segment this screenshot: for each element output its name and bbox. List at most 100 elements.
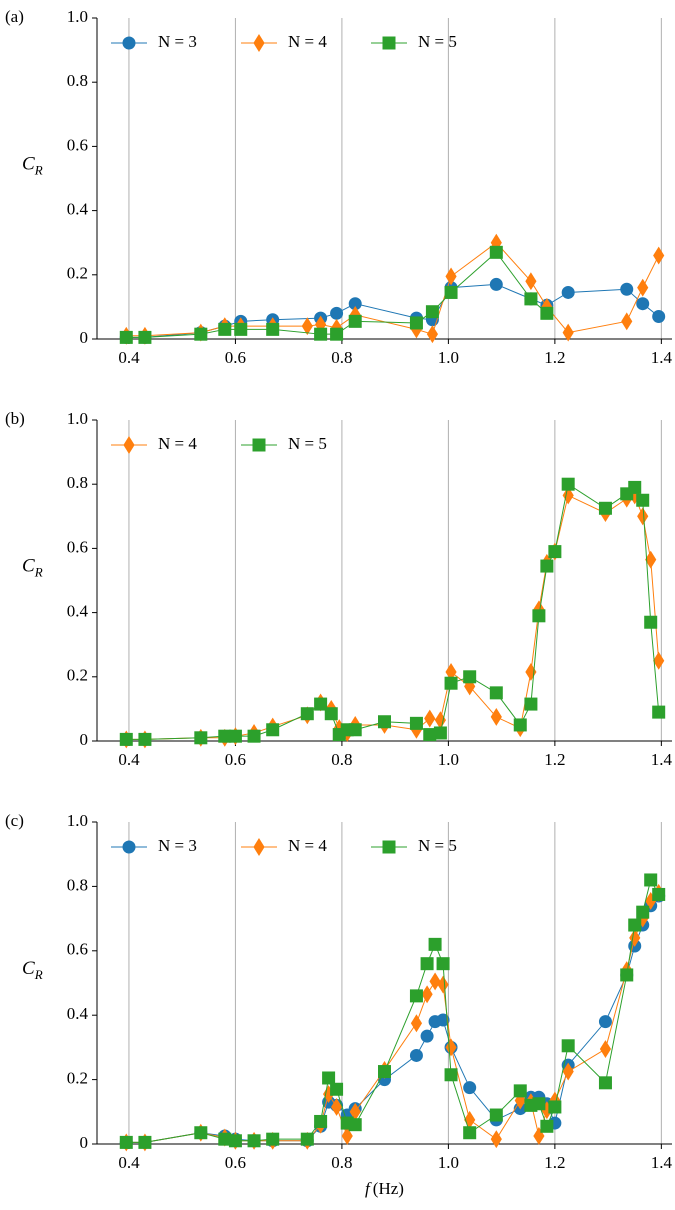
x-label-unit: (Hz) (373, 1179, 404, 1198)
data-point (628, 918, 642, 932)
series-line (126, 895, 660, 1143)
legend-marker (122, 840, 136, 854)
data-point (621, 312, 633, 331)
data-point (464, 1110, 476, 1129)
legend-label: N = 4 (288, 836, 327, 855)
y-label: CR (22, 154, 43, 178)
y-label-symbol: C (22, 958, 35, 979)
data-point (330, 1098, 343, 1116)
data-point (300, 707, 314, 721)
data-point (489, 1108, 503, 1122)
data-point (228, 729, 242, 743)
data-point (463, 1081, 477, 1095)
data-point (444, 1068, 458, 1082)
data-point (425, 305, 439, 319)
data-point (348, 723, 362, 737)
data-point (525, 272, 537, 291)
legend-label: N = 4 (158, 434, 197, 453)
series-line (126, 892, 660, 1143)
data-point (644, 873, 658, 887)
data-point (424, 709, 436, 728)
data-point (119, 732, 133, 746)
data-point (437, 975, 449, 994)
y-tick-label: 0.8 (67, 875, 88, 894)
data-point (266, 723, 280, 737)
data-point (429, 972, 441, 991)
data-point (330, 327, 344, 341)
data-point (138, 732, 152, 746)
data-point (653, 651, 665, 670)
y-tick-label: 0.4 (67, 1004, 89, 1023)
data-point (532, 609, 546, 623)
data-point (138, 330, 152, 344)
data-point (324, 707, 338, 721)
data-point (266, 322, 280, 336)
data-point (420, 1029, 434, 1043)
data-point (194, 731, 208, 745)
data-point (561, 1039, 575, 1053)
data-point (644, 615, 658, 629)
data-point (410, 1014, 423, 1033)
data-point (119, 1135, 133, 1149)
legend-label: N = 3 (158, 32, 197, 51)
data-point (378, 1065, 391, 1079)
data-point (445, 267, 457, 286)
data-point (540, 306, 554, 320)
x-tick-label: 0.6 (225, 750, 246, 769)
y-tick-label: 0.4 (67, 602, 89, 621)
x-tick-label: 0.8 (331, 1153, 352, 1172)
data-point (636, 297, 650, 311)
y-tick-label: 0.2 (67, 264, 88, 283)
x-tick-label: 1.2 (544, 348, 565, 367)
x-tick-label: 0.8 (331, 348, 352, 367)
data-point (645, 550, 657, 569)
data-point (428, 937, 442, 951)
data-point (620, 968, 634, 982)
data-point (489, 277, 503, 291)
data-point (314, 327, 328, 341)
y-tick-label: 0.6 (67, 135, 88, 154)
data-point (620, 282, 634, 296)
y-tick-label: 0 (80, 730, 89, 749)
panel-label: (a) (5, 7, 24, 26)
data-point (524, 292, 538, 306)
panel-label: (c) (5, 811, 24, 830)
data-point (561, 285, 575, 299)
y-tick-label: 1.0 (67, 409, 88, 428)
data-point (628, 480, 642, 494)
x-tick-label: 0.8 (331, 750, 352, 769)
data-point (463, 670, 477, 684)
y-tick-label: 1.0 (67, 811, 88, 830)
data-point (652, 310, 666, 324)
data-point (426, 325, 439, 344)
x-tick-label: 0.4 (118, 1153, 140, 1172)
x-label: f (Hz) (365, 1179, 404, 1198)
y-tick-label: 0.4 (67, 200, 89, 219)
data-point (436, 1013, 450, 1027)
panel: 0.4 0.6 0.8 1.0 1.2 1.4 0 0.2 0.4 0.6 0.8 1.0 (b) CR N… (5, 409, 672, 769)
data-point (653, 246, 665, 265)
data-point (513, 1084, 527, 1098)
panel: 0.4 0.6 0.8 1.0 1.2 1.4 0 0.2 0.4 0.6 0.8 1.0 (a) CR N… (5, 7, 672, 367)
panel-label: (b) (5, 409, 25, 428)
x-tick-label: 0.6 (225, 1153, 246, 1172)
legend-marker (382, 36, 396, 50)
data-point (138, 1135, 152, 1149)
data-point (490, 707, 502, 726)
y-label-subscript: R (34, 967, 43, 982)
data-point (300, 1132, 314, 1146)
y-tick-label: 0.6 (67, 940, 88, 959)
x-tick-label: 1.4 (651, 348, 673, 367)
y-tick-label: 0.8 (67, 71, 88, 90)
legend-marker (253, 838, 265, 856)
legend-marker (122, 36, 136, 50)
data-point (540, 559, 554, 573)
data-point (652, 705, 666, 719)
data-point (228, 1134, 242, 1148)
data-point (314, 1114, 328, 1128)
x-tick-label: 0.6 (225, 348, 246, 367)
data-point (119, 330, 133, 344)
data-point (562, 323, 574, 342)
series-line (126, 483, 660, 740)
